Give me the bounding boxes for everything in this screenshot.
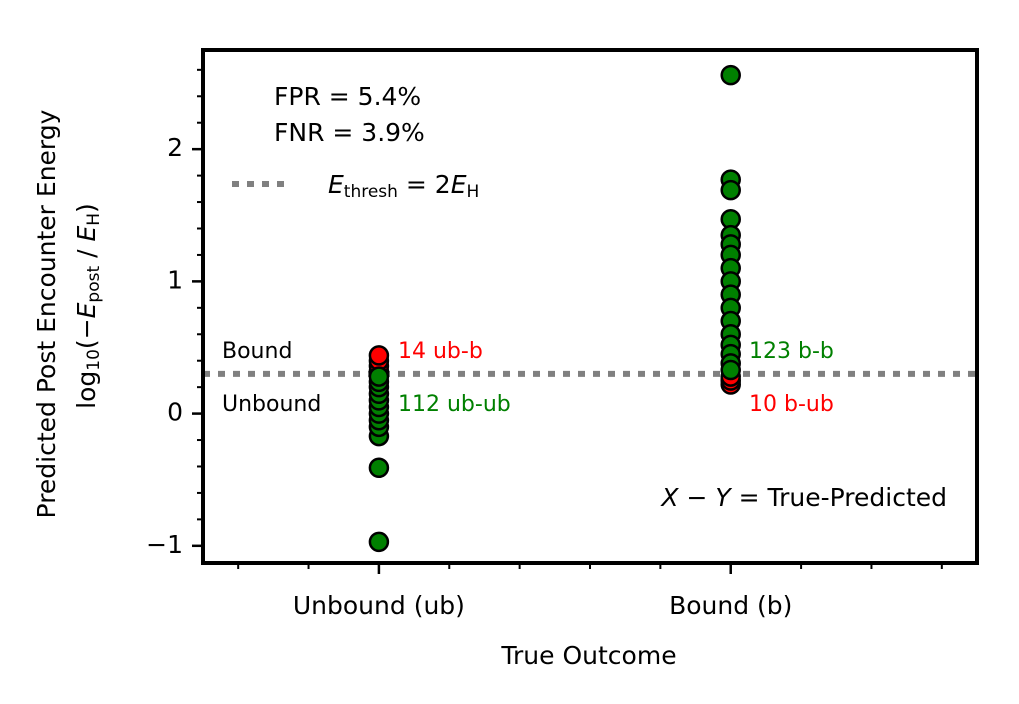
point: [368, 531, 390, 553]
region-label: Unbound: [222, 392, 321, 417]
x-tick-label: Unbound (ub): [293, 591, 465, 620]
x-tick-label: Bound (b): [669, 591, 792, 620]
x-axis-label: True Outcome: [500, 641, 676, 670]
y-axis-label-2: log10(−Epost / EH): [72, 203, 104, 409]
legend-label: Ethresh = 2EH: [328, 170, 479, 202]
point: [720, 359, 741, 381]
region-label: Bound: [222, 339, 292, 364]
annotation: 10 b-ub: [749, 392, 834, 417]
y-tick-label: 1: [167, 265, 183, 294]
point: [720, 64, 741, 86]
point: [368, 345, 390, 366]
point: [368, 457, 390, 479]
point: [368, 366, 390, 387]
point: [720, 179, 741, 201]
y-tick-label: 2: [167, 133, 183, 162]
stat-text: FPR = 5.4%: [274, 82, 421, 111]
y-tick-label: 0: [167, 398, 183, 427]
annotation: 14 ub-b: [398, 339, 483, 364]
plot-frame: [201, 48, 979, 565]
y-axis-label: Predicted Post Encounter Energy: [32, 109, 61, 518]
annotation: 123 b-b: [749, 339, 834, 364]
y-tick-label: −1: [146, 530, 183, 559]
annotation: 112 ub-ub: [398, 392, 511, 417]
stat-text: FNR = 3.9%: [274, 118, 425, 147]
note: X − Y = True-Predicted: [659, 483, 947, 512]
